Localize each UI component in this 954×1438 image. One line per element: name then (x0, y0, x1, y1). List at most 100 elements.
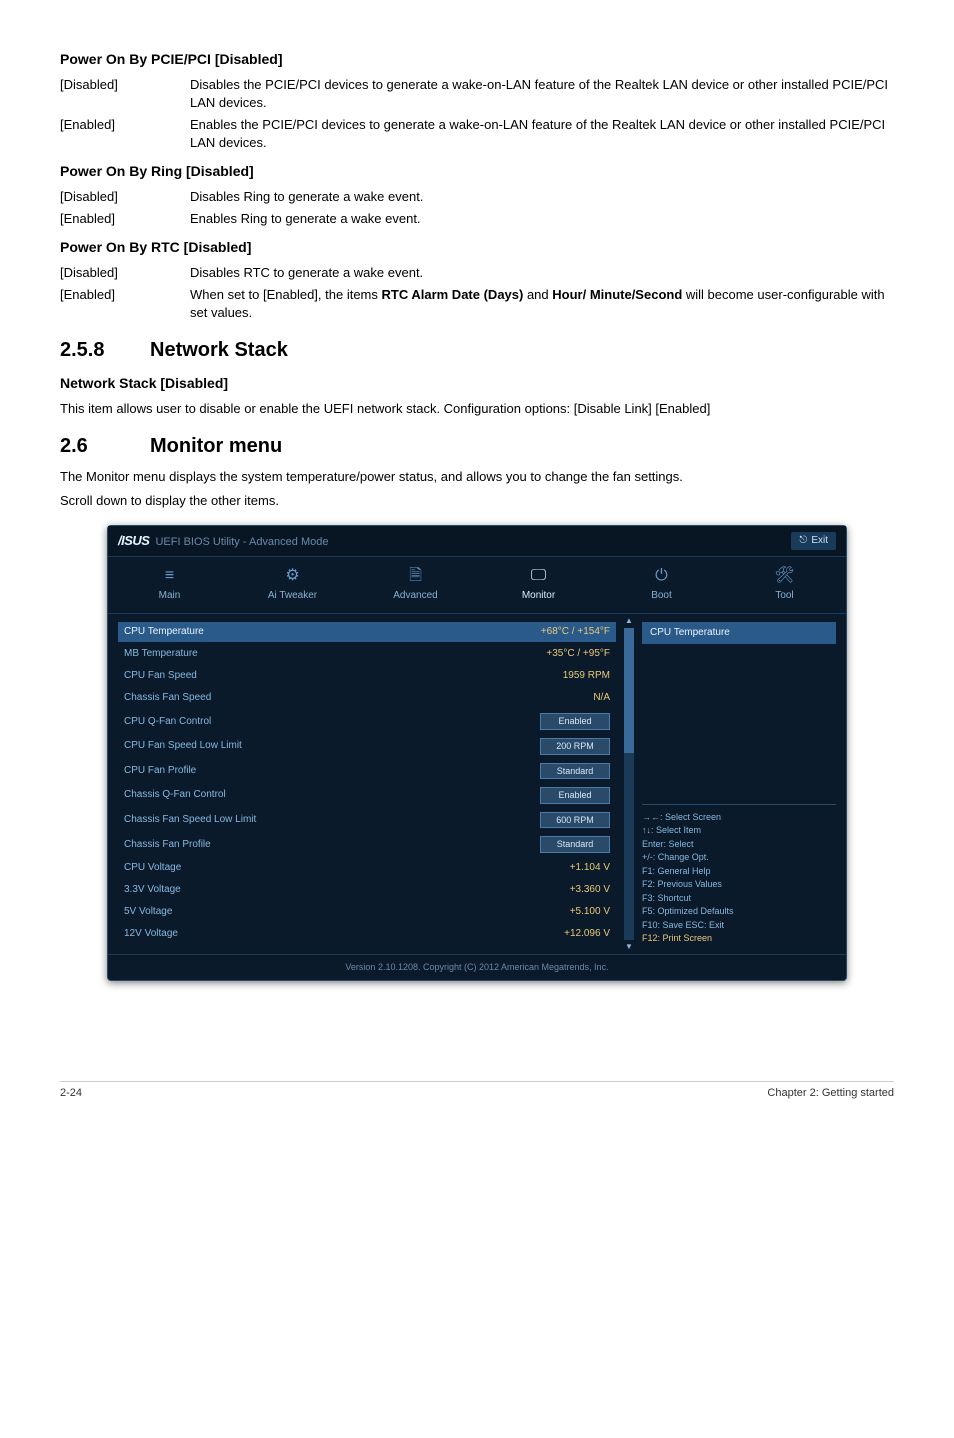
option-row: [Enabled] Enables Ring to generate a wak… (60, 210, 894, 228)
option-row: [Disabled] Disables RTC to generate a wa… (60, 264, 894, 282)
bios-window: /ISUS UEFI BIOS Utility - Advanced Mode … (107, 525, 847, 981)
section-26-heading: 2.6Monitor menu (60, 432, 894, 460)
row-label: Chassis Q-Fan Control (124, 788, 226, 802)
exit-label: Exit (811, 534, 828, 548)
scroll-up-arrow[interactable]: ▲ (624, 616, 634, 626)
tab-main[interactable]: ≡Main (108, 557, 231, 613)
row-label: CPU Voltage (124, 861, 181, 875)
tab-label: Monitor (522, 590, 555, 601)
row-value: +12.096 V (564, 927, 610, 941)
bios-row[interactable]: CPU Voltage +1.104 V (118, 858, 616, 878)
help-key: →←: (642, 812, 665, 822)
bios-logo: /ISUS UEFI BIOS Utility - Advanced Mode (118, 532, 328, 550)
bios-row[interactable]: Chassis Fan Speed Low Limit 600 RPM (118, 809, 616, 832)
row-value: N/A (593, 691, 610, 705)
help-value: Optimized Defaults (658, 906, 734, 916)
tab-label: Main (159, 590, 181, 601)
bios-scrollbar[interactable]: ▲ ▼ (622, 614, 636, 954)
scroll-down-arrow[interactable]: ▼ (624, 942, 634, 952)
row-label: CPU Q-Fan Control (124, 715, 211, 729)
tab-label: Tool (775, 590, 793, 601)
bios-right-panel: CPU Temperature →←: Select Screen↑↓: Sel… (636, 614, 846, 954)
option-desc: Disables Ring to generate a wake event. (190, 188, 894, 206)
scroll-track[interactable] (624, 628, 634, 940)
rtc-title: Power On By RTC [Disabled] (60, 238, 894, 258)
bios-row[interactable]: 12V Voltage+12.096 V (118, 924, 616, 944)
option-row: [Enabled] When set to [Enabled], the ite… (60, 286, 894, 322)
row-value: 1959 RPM (563, 669, 610, 683)
row-value[interactable]: Enabled (540, 713, 610, 730)
option-row: [Enabled] Enables the PCIE/PCI devices t… (60, 116, 894, 152)
row-label: MB Temperature (124, 647, 198, 661)
bios-row[interactable]: CPU Q-Fan Control Enabled (118, 710, 616, 733)
text: When set to [Enabled], the items (190, 287, 382, 302)
option-key: [Enabled] (60, 210, 190, 228)
row-label: CPU Fan Profile (124, 764, 196, 778)
help-line: Enter: Select (642, 838, 836, 852)
option-key: [Disabled] (60, 188, 190, 206)
chapter-label: Chapter 2: Getting started (767, 1086, 894, 1101)
bios-row[interactable]: 3.3V Voltage+3.360 V (118, 880, 616, 900)
option-key: [Enabled] (60, 286, 190, 322)
bios-row[interactable]: Chassis Q-Fan Control Enabled (118, 784, 616, 807)
bios-tabs: ≡Main⚙Ai Tweaker🗎Advanced🖵Monitor⏻Boot🛠T… (108, 557, 846, 614)
bios-row[interactable]: 5V Voltage+5.100 V (118, 902, 616, 922)
row-value[interactable]: Standard (540, 763, 610, 780)
monitor-desc-1: The Monitor menu displays the system tem… (60, 468, 894, 486)
row-label: CPU Fan Speed (124, 669, 197, 683)
help-line: →←: Select Screen (642, 811, 836, 825)
row-value: +5.100 V (570, 905, 610, 919)
tab-ai-tweaker[interactable]: ⚙Ai Tweaker (231, 557, 354, 613)
pcie-title: Power On By PCIE/PCI [Disabled] (60, 50, 894, 70)
bios-row[interactable]: CPU Temperature+68°C / +154°F (118, 622, 616, 642)
bios-row[interactable]: Chassis Fan ProfileStandard (118, 833, 616, 856)
bios-left-panel: CPU Temperature+68°C / +154°FMB Temperat… (108, 614, 622, 954)
help-value: Select Item (656, 825, 701, 835)
ring-title: Power On By Ring [Disabled] (60, 162, 894, 182)
tab-boot[interactable]: ⏻Boot (600, 557, 723, 613)
option-row: [Disabled] Disables the PCIE/PCI devices… (60, 76, 894, 112)
help-value: Select Screen (665, 812, 721, 822)
row-value: +68°C / +154°F (541, 625, 610, 639)
bios-row[interactable]: CPU Fan Speed 1959 RPM (118, 666, 616, 686)
help-key: +/-: (642, 852, 658, 862)
row-value: +1.104 V (570, 861, 610, 875)
row-label: CPU Fan Speed Low Limit (124, 739, 242, 753)
bios-brand: /ISUS (118, 532, 149, 550)
row-value: +35°C / +95°F (546, 647, 610, 661)
bios-row[interactable]: CPU Fan Speed Low Limit 200 RPM (118, 735, 616, 758)
help-key: F3: (642, 893, 658, 903)
bios-subtitle: UEFI BIOS Utility - Advanced Mode (155, 535, 328, 550)
help-line: F2: Previous Values (642, 878, 836, 892)
tab-advanced[interactable]: 🗎Advanced (354, 557, 477, 613)
exit-button[interactable]: ⎋ Exit (791, 532, 836, 550)
tab-label: Ai Tweaker (268, 590, 317, 601)
option-desc: Enables the PCIE/PCI devices to generate… (190, 116, 894, 152)
tab-tool[interactable]: 🛠Tool (723, 557, 846, 613)
tab-label: Boot (651, 590, 672, 601)
tab-label: Advanced (393, 590, 437, 601)
help-line: ↑↓: Select Item (642, 824, 836, 838)
scroll-thumb[interactable] (624, 628, 634, 753)
section-number: 2.5.8 (60, 336, 150, 364)
row-value[interactable]: Standard (540, 836, 610, 853)
help-value: General Help (658, 866, 711, 876)
bios-row[interactable]: CPU Fan Profile Standard (118, 760, 616, 783)
row-value[interactable]: Enabled (540, 787, 610, 804)
help-value: Print Screen (663, 933, 713, 943)
bios-row[interactable]: Chassis Fan SpeedN/A (118, 688, 616, 708)
row-value[interactable]: 600 RPM (540, 812, 610, 829)
text-bold: Hour/ Minute/Second (552, 287, 682, 302)
text: and (523, 287, 552, 302)
text-bold: RTC Alarm Date (Days) (382, 287, 524, 302)
tab-monitor[interactable]: 🖵Monitor (477, 557, 600, 613)
help-line: F10: Save ESC: Exit (642, 919, 836, 933)
option-desc: Enables Ring to generate a wake event. (190, 210, 894, 228)
row-value[interactable]: 200 RPM (540, 738, 610, 755)
bios-row[interactable]: MB Temperature +35°C / +95°F (118, 644, 616, 664)
row-value: +3.360 V (570, 883, 610, 897)
row-label: Chassis Fan Speed Low Limit (124, 813, 256, 827)
help-key: F1: (642, 866, 658, 876)
network-stack-desc: This item allows user to disable or enab… (60, 400, 894, 418)
option-key: [Disabled] (60, 264, 190, 282)
